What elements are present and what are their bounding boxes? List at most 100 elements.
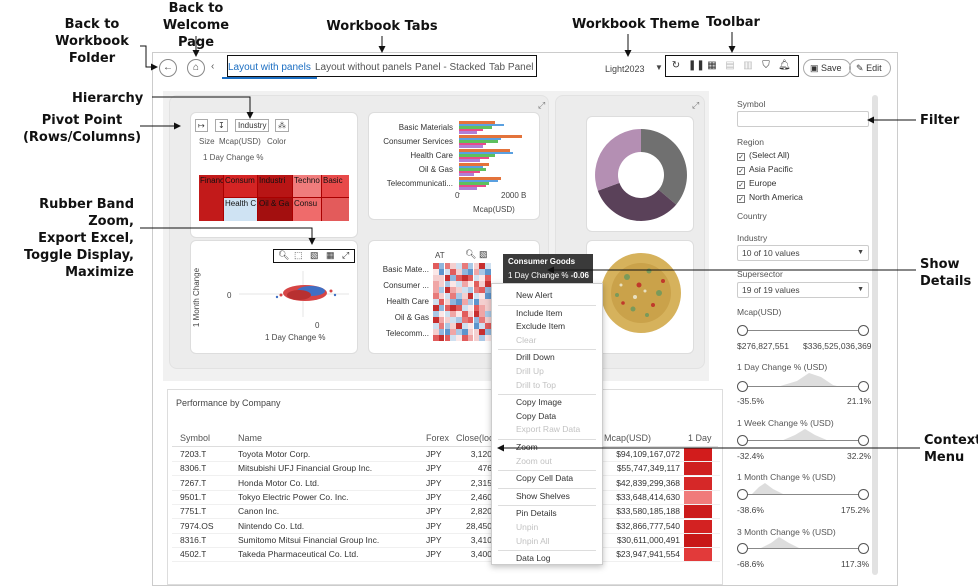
heatmap-cell[interactable] bbox=[462, 263, 468, 269]
heatmap-cell[interactable] bbox=[462, 335, 468, 341]
menu-item-new-alert[interactable]: New Alert bbox=[516, 290, 553, 300]
heatmap-cell[interactable] bbox=[450, 281, 456, 287]
hierarchy-button[interactable]: Industry bbox=[235, 119, 270, 132]
cell-1day-heat[interactable] bbox=[684, 476, 712, 491]
heatmap-cell[interactable] bbox=[433, 311, 439, 317]
heatmap-cell[interactable] bbox=[456, 329, 462, 335]
bar[interactable] bbox=[459, 163, 489, 166]
bell-icon[interactable]: 🔔︎ bbox=[778, 60, 791, 71]
heatmap-cell[interactable] bbox=[450, 329, 456, 335]
cell-symbol[interactable]: 8316.T bbox=[180, 534, 207, 545]
treemap[interactable]: Financ Consum Industri Techno Basic Heal… bbox=[199, 175, 349, 221]
heatmap-cell[interactable] bbox=[438, 269, 445, 275]
heatmap-cell[interactable] bbox=[456, 263, 462, 269]
hierarchy-settings-button[interactable]: ⁂ bbox=[275, 119, 289, 132]
cell-name[interactable]: Sumitomo Mitsui Financial Group Inc. bbox=[238, 534, 380, 545]
edit-button[interactable]: ✎ Edit bbox=[849, 59, 891, 77]
treemap-cell[interactable]: Financ bbox=[199, 175, 223, 221]
cell-name[interactable]: Nintendo Co. Ltd. bbox=[238, 520, 305, 531]
menu-item-copy-cell-data[interactable]: Copy Cell Data bbox=[516, 473, 574, 484]
heatmap-cell[interactable] bbox=[444, 293, 451, 299]
menu-item-zoom[interactable]: Zoom bbox=[516, 442, 538, 452]
cell-close[interactable]: 3,120 bbox=[470, 449, 492, 459]
cell-1day-heat[interactable] bbox=[684, 462, 712, 477]
heatmap-cell[interactable] bbox=[479, 311, 485, 317]
column-header[interactable]: 1 Day bbox=[688, 433, 712, 443]
heatmap-cell[interactable] bbox=[450, 293, 456, 299]
maximize-icon[interactable]: ⤢ bbox=[692, 100, 700, 110]
heatmap-cell[interactable] bbox=[444, 275, 451, 281]
heatmap-cell[interactable] bbox=[462, 299, 468, 305]
maximize-icon[interactable]: ⤢ bbox=[342, 250, 350, 260]
heatmap-cell[interactable] bbox=[473, 311, 480, 317]
heatmap-cell[interactable] bbox=[444, 329, 451, 335]
cell-1day-heat[interactable] bbox=[684, 505, 712, 520]
save-button[interactable]: ▣ Save bbox=[803, 59, 851, 77]
heatmap-cell[interactable] bbox=[473, 263, 480, 269]
heatmap-cell[interactable] bbox=[467, 311, 474, 317]
w1-slider[interactable] bbox=[737, 435, 869, 447]
bar[interactable] bbox=[459, 145, 483, 148]
heatmap-cell[interactable] bbox=[444, 317, 451, 323]
scatter-plot[interactable] bbox=[239, 271, 349, 317]
cell-symbol[interactable]: 7751.T bbox=[180, 506, 207, 517]
heatmap-cell[interactable] bbox=[479, 269, 485, 275]
heatmap-cell[interactable] bbox=[444, 281, 451, 287]
treemap-cell[interactable]: Techno bbox=[293, 175, 321, 197]
heatmap-cell[interactable] bbox=[456, 269, 462, 275]
cell-1day-heat[interactable] bbox=[684, 448, 712, 462]
heatmap-cell[interactable] bbox=[450, 311, 456, 317]
bar[interactable] bbox=[459, 142, 486, 146]
heatmap-cell[interactable] bbox=[479, 275, 485, 281]
heatmap-cell[interactable] bbox=[473, 287, 480, 293]
heatmap-cell[interactable] bbox=[479, 323, 485, 329]
cell-name[interactable]: Toyota Motor Corp. bbox=[238, 449, 311, 459]
cell-symbol[interactable]: 8306.T bbox=[180, 463, 207, 474]
slider-min-handle[interactable] bbox=[737, 325, 748, 336]
cell-mcap[interactable]: $23,947,941,554 bbox=[616, 549, 680, 560]
cell-mcap[interactable]: $30,611,000,491 bbox=[616, 534, 680, 545]
color-value[interactable]: 1 Day Change % bbox=[203, 153, 264, 162]
heatmap-cell[interactable] bbox=[462, 311, 468, 317]
maximize-icon[interactable]: ⤢ bbox=[538, 100, 546, 110]
pause-icon[interactable]: ❚❚ bbox=[688, 60, 705, 71]
tab-layout-with-panels[interactable]: Layout with panels bbox=[222, 62, 317, 79]
m3-slider[interactable] bbox=[737, 543, 869, 555]
heatmap-cell[interactable] bbox=[433, 275, 439, 281]
heatmap-cell[interactable] bbox=[433, 287, 439, 293]
heatmap-cell[interactable] bbox=[462, 275, 468, 281]
pivot-columns-button[interactable]: ↧ bbox=[215, 119, 228, 132]
menu-item-show-shelves[interactable]: Show Shelves bbox=[516, 490, 570, 501]
menu-item-drill-to-top[interactable]: Drill to Top bbox=[516, 379, 556, 390]
cell-symbol[interactable]: 7203.T bbox=[180, 449, 207, 459]
heatmap-cell[interactable] bbox=[473, 305, 480, 311]
heatmap-cell[interactable] bbox=[433, 293, 439, 299]
heatmap-cell[interactable] bbox=[444, 323, 451, 329]
heatmap-cell[interactable] bbox=[467, 263, 474, 269]
menu-item-drill-down[interactable]: Drill Down bbox=[516, 352, 555, 363]
heatmap-cell[interactable] bbox=[433, 269, 439, 275]
heatmap-cell[interactable] bbox=[456, 299, 462, 305]
heatmap-cell[interactable] bbox=[473, 275, 480, 281]
toggle-display-icon[interactable]: ▦ bbox=[326, 250, 335, 260]
cell-close[interactable]: 476 bbox=[477, 463, 492, 474]
menu-item-exclude-item[interactable]: Exclude Item bbox=[516, 321, 566, 332]
slider-min-handle[interactable] bbox=[737, 435, 748, 446]
column-header[interactable]: Name bbox=[238, 433, 263, 443]
bookmark-icon[interactable]: ⛉ bbox=[762, 60, 770, 71]
slider-max-handle[interactable] bbox=[858, 489, 869, 500]
cell-name[interactable]: Takeda Pharmaceutical Co. Ltd. bbox=[238, 549, 359, 560]
menu-item-copy-image[interactable]: Copy Image bbox=[516, 397, 562, 408]
heatmap-cell[interactable] bbox=[450, 275, 456, 281]
treemap-cell[interactable]: Consum bbox=[224, 175, 257, 197]
cell-name[interactable]: Mitsubishi UFJ Financial Group Inc. bbox=[238, 463, 373, 474]
symbol-input[interactable] bbox=[737, 111, 869, 127]
heatmap-cell[interactable] bbox=[462, 281, 468, 287]
heatmap-cell[interactable] bbox=[444, 263, 451, 269]
menu-item-pin-details[interactable]: Pin Details bbox=[516, 508, 557, 519]
supersector-select[interactable]: 19 of 19 values ▼ bbox=[737, 282, 869, 298]
cell-forex[interactable]: JPY bbox=[426, 534, 442, 545]
bar[interactable] bbox=[459, 128, 483, 132]
treemap-cell[interactable]: Industri bbox=[258, 175, 292, 197]
bar[interactable] bbox=[459, 121, 495, 124]
